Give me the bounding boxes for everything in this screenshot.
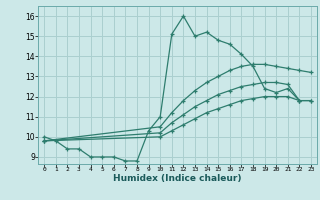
X-axis label: Humidex (Indice chaleur): Humidex (Indice chaleur) bbox=[113, 174, 242, 183]
